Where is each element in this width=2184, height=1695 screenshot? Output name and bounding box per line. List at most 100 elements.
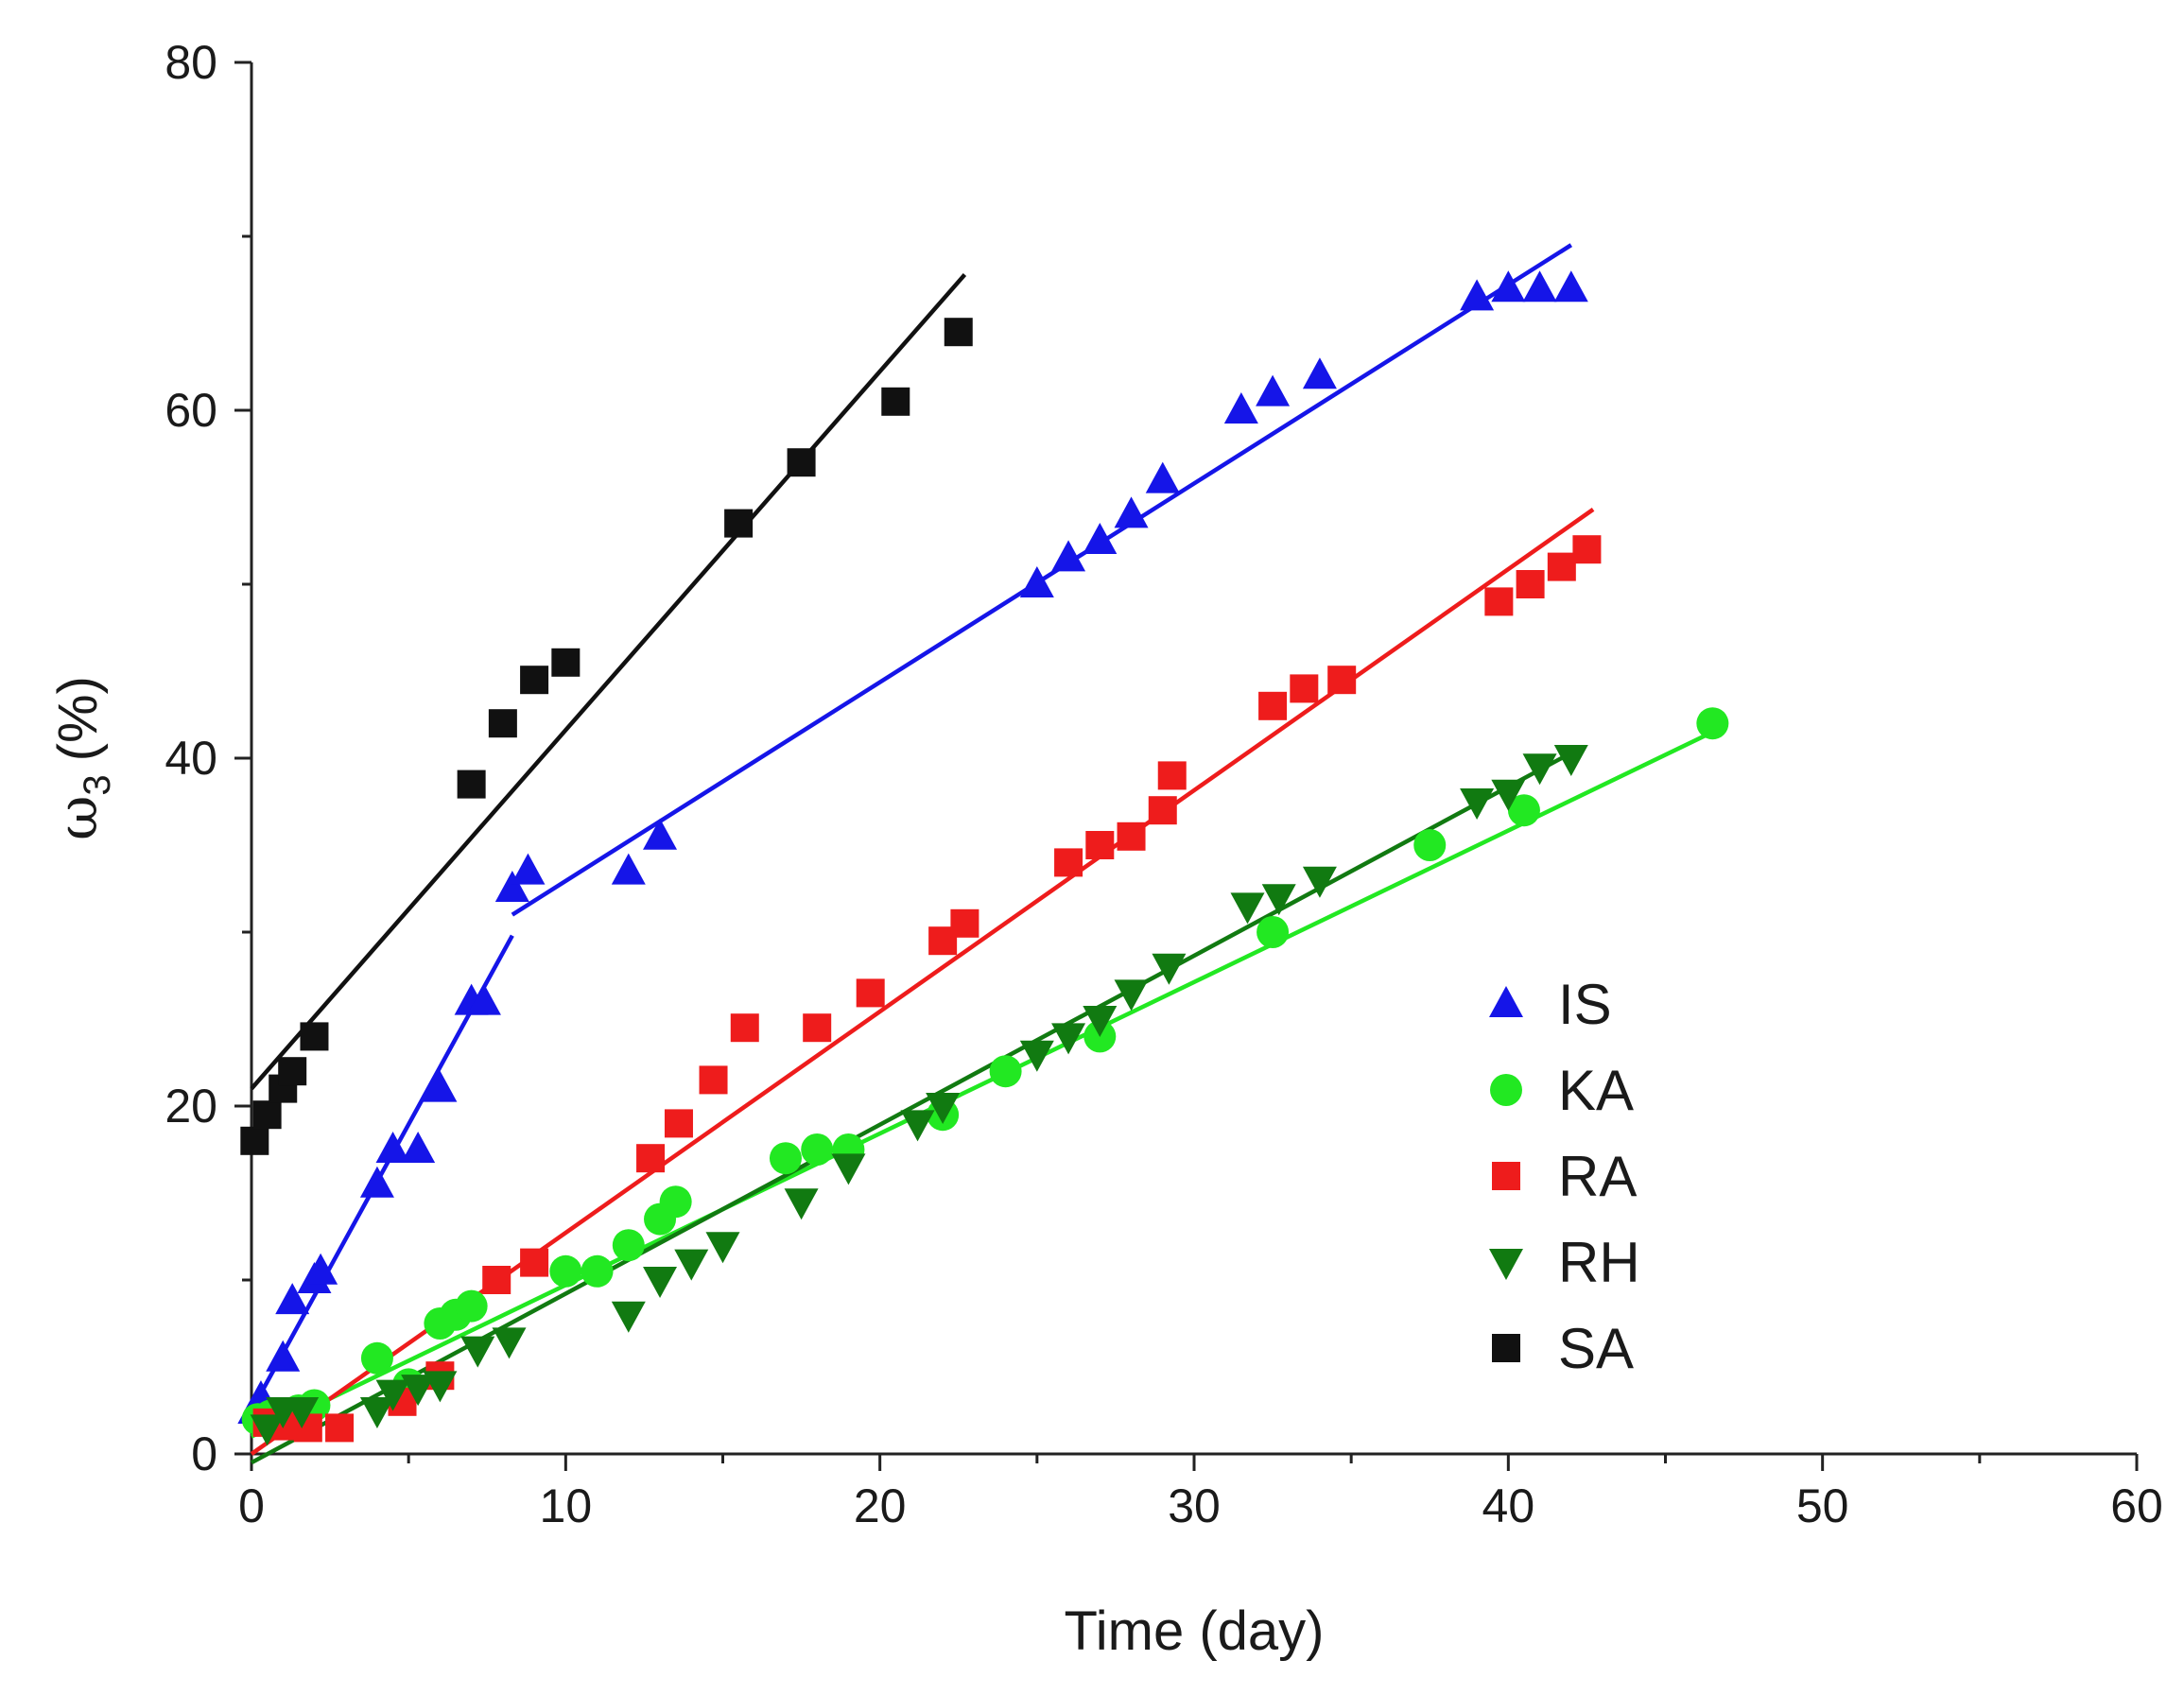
- data-point-ra: [1572, 535, 1602, 564]
- data-point-sa: [457, 770, 486, 799]
- data-point-is: [643, 818, 678, 850]
- data-point-is: [375, 1132, 410, 1163]
- data-point-is: [423, 1070, 458, 1102]
- data-point-ka: [769, 1142, 802, 1175]
- data-point-is: [1019, 566, 1054, 597]
- legend-marker-is: [1489, 986, 1523, 1017]
- data-point-rh: [1261, 884, 1296, 916]
- data-points: [237, 270, 1729, 1446]
- data-point-rh: [674, 1249, 709, 1281]
- data-point-sa: [551, 648, 581, 677]
- data-point-ra: [1117, 822, 1146, 851]
- data-point-ra: [1290, 674, 1319, 703]
- data-point-ka: [1696, 707, 1729, 740]
- data-point-ka: [360, 1341, 393, 1375]
- y-tick-label: 60: [165, 384, 217, 437]
- data-point-sa: [240, 1126, 269, 1155]
- data-point-is: [1114, 496, 1149, 528]
- data-point-rh: [375, 1379, 410, 1411]
- data-point-sa: [278, 1057, 307, 1086]
- data-point-is: [494, 871, 529, 902]
- data-point-ra: [1327, 666, 1357, 695]
- data-point-rh: [1553, 745, 1588, 776]
- data-point-ra: [1148, 796, 1177, 825]
- data-point-is: [611, 853, 646, 885]
- x-axis-title: Time (day): [1065, 1600, 1325, 1662]
- data-point-ra: [636, 1144, 666, 1173]
- fit-line-sa: [250, 272, 967, 1091]
- data-point-rh: [1522, 753, 1557, 786]
- data-point-is: [466, 983, 501, 1015]
- legend-label-ra: RA: [1558, 1145, 1637, 1208]
- data-point-is: [1460, 279, 1495, 311]
- data-point-rh: [611, 1301, 646, 1333]
- legend-label-is: IS: [1558, 973, 1612, 1036]
- data-point-ka: [1257, 916, 1290, 948]
- axes: [250, 62, 2137, 1456]
- data-point-ra: [699, 1065, 728, 1095]
- data-point-rh: [1083, 1006, 1118, 1037]
- x-tick-label: 20: [854, 1479, 907, 1532]
- data-point-ra: [1258, 691, 1288, 720]
- x-tick-label: 10: [540, 1479, 593, 1532]
- data-point-ka: [989, 1055, 1022, 1088]
- legend-label-ka: KA: [1558, 1059, 1634, 1122]
- data-point-is: [1302, 357, 1337, 389]
- x-tick-label: 30: [1168, 1479, 1221, 1532]
- legend: IS KA RA RH SA: [1489, 973, 1640, 1380]
- data-point-ra: [1085, 831, 1115, 859]
- data-point-ra: [1157, 761, 1187, 790]
- legend-marker-sa: [1492, 1334, 1520, 1362]
- data-point-ra: [325, 1413, 355, 1443]
- y-tick-label: 40: [165, 732, 217, 785]
- data-point-is: [1083, 523, 1118, 554]
- data-point-rh: [1302, 866, 1337, 898]
- data-point-ka: [581, 1254, 614, 1288]
- data-point-ra: [482, 1266, 511, 1294]
- y-tick-label: 80: [165, 36, 217, 89]
- data-point-rh: [1460, 788, 1495, 820]
- data-point-ra: [1516, 570, 1545, 598]
- data-point-ra: [803, 1013, 832, 1043]
- fit-lines: [250, 243, 1714, 1465]
- data-point-ra: [664, 1109, 693, 1138]
- data-point-ra: [856, 978, 885, 1008]
- data-point-ra: [730, 1013, 759, 1043]
- y-tick-label: 0: [191, 1427, 217, 1480]
- data-point-is: [359, 1166, 394, 1198]
- data-point-ka: [801, 1133, 834, 1166]
- data-point-rh: [460, 1336, 495, 1368]
- data-point-ka: [455, 1289, 488, 1323]
- data-point-ra: [950, 908, 979, 938]
- data-point-rh: [250, 1414, 285, 1446]
- y-axis-unit: (%): [47, 676, 109, 761]
- data-point-is: [1553, 270, 1588, 303]
- data-point-rh: [1152, 953, 1187, 985]
- data-point-rh: [1051, 1023, 1086, 1055]
- y-tick-label: 20: [165, 1080, 217, 1133]
- data-point-ka: [1413, 829, 1447, 861]
- data-point-rh: [492, 1327, 527, 1359]
- data-point-sa: [944, 318, 973, 347]
- legend-label-rh: RH: [1558, 1231, 1640, 1294]
- data-point-ra: [520, 1248, 549, 1277]
- data-point-ra: [1484, 587, 1514, 616]
- y-axis-title: ω3 (%): [45, 676, 118, 840]
- data-point-rh: [401, 1375, 436, 1407]
- data-point-rh: [643, 1267, 678, 1298]
- data-point-sa: [252, 1100, 282, 1130]
- data-point-sa: [787, 448, 816, 477]
- data-point-ka: [659, 1185, 692, 1219]
- legend-marker-ra: [1492, 1162, 1520, 1190]
- data-point-ra: [1547, 552, 1576, 581]
- data-point-is: [1051, 540, 1086, 572]
- data-point-rh: [926, 1093, 961, 1124]
- data-point-rh: [705, 1232, 740, 1264]
- data-point-ka: [612, 1229, 645, 1262]
- data-point-rh: [285, 1397, 320, 1428]
- data-point-is: [1522, 270, 1557, 303]
- data-point-rh: [1491, 779, 1526, 811]
- data-point-ka: [1507, 794, 1540, 827]
- data-point-is: [266, 1340, 301, 1372]
